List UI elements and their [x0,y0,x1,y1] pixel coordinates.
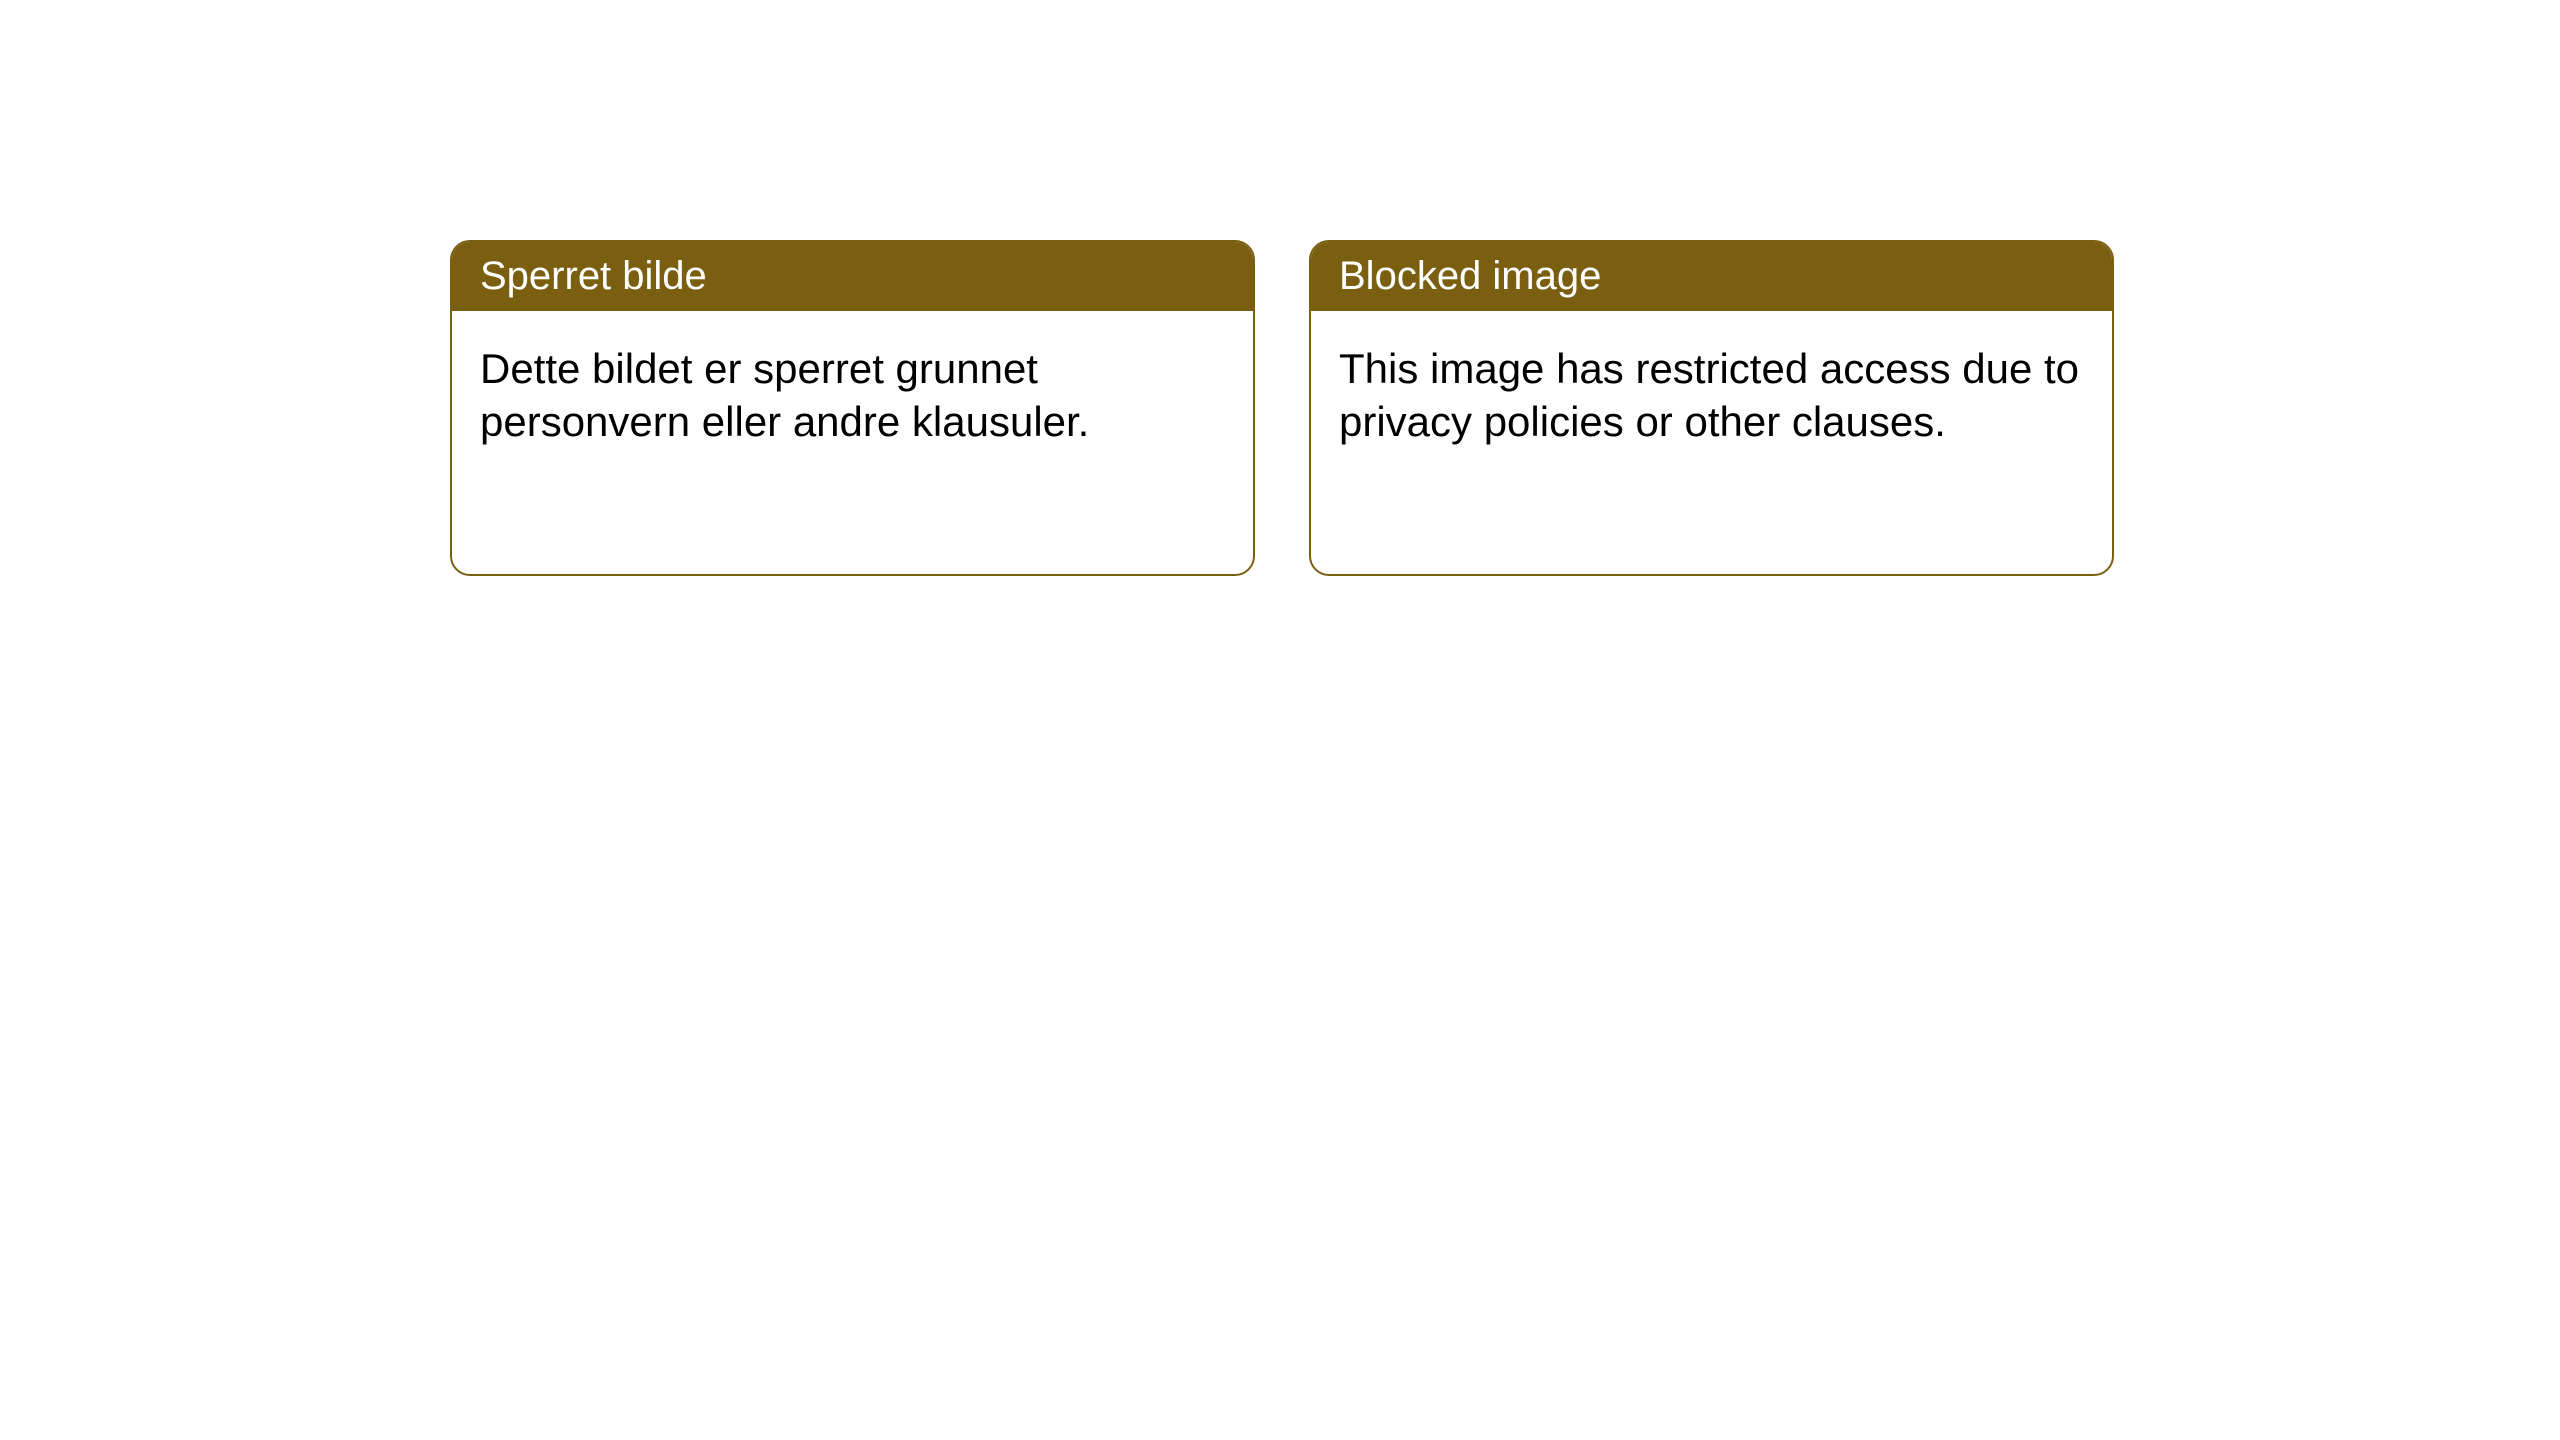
notice-container: Sperret bilde Dette bildet er sperret gr… [450,240,2560,576]
notice-card-no: Sperret bilde Dette bildet er sperret gr… [450,240,1255,576]
notice-body-en: This image has restricted access due to … [1311,311,2112,480]
notice-title-en: Blocked image [1311,242,2112,311]
notice-body-no: Dette bildet er sperret grunnet personve… [452,311,1253,480]
notice-card-en: Blocked image This image has restricted … [1309,240,2114,576]
notice-title-no: Sperret bilde [452,242,1253,311]
